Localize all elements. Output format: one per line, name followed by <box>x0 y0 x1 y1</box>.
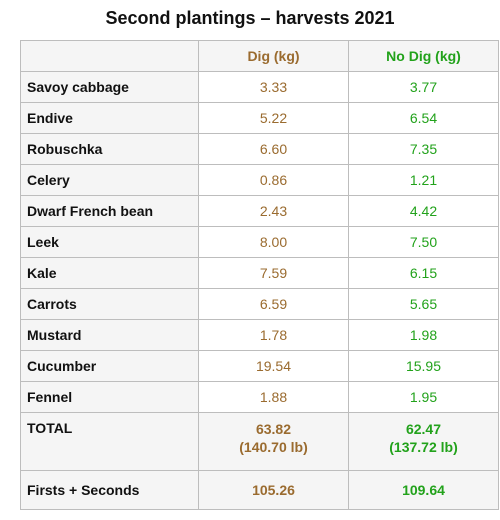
total-no-dig-lb: (137.72 lb) <box>389 439 458 455</box>
table-header-row: Dig (kg) No Dig (kg) <box>20 40 499 72</box>
dig-value: 8.00 <box>198 226 349 258</box>
table-row: Kale 7.59 6.15 <box>20 257 499 289</box>
no-dig-value: 1.98 <box>348 319 499 351</box>
dig-value: 1.78 <box>198 319 349 351</box>
no-dig-value: 1.21 <box>348 164 499 196</box>
table-row: Celery 0.86 1.21 <box>20 164 499 196</box>
crop-name: Kale <box>20 257 199 289</box>
total-dig: 63.82 (140.70 lb) <box>198 412 349 471</box>
total-dig-kg: 63.82 <box>255 421 292 437</box>
dig-value: 6.59 <box>198 288 349 320</box>
no-dig-value: 5.65 <box>348 288 499 320</box>
firsts-seconds-dig: 105.26 <box>198 470 349 510</box>
crop-name: Savoy cabbage <box>20 71 199 103</box>
no-dig-value: 4.42 <box>348 195 499 227</box>
dig-value: 7.59 <box>198 257 349 289</box>
no-dig-value: 6.54 <box>348 102 499 134</box>
dig-value: 19.54 <box>198 350 349 382</box>
crop-name: Cucumber <box>20 350 199 382</box>
table-row: Cucumber 19.54 15.95 <box>20 350 499 382</box>
harvest-table: Dig (kg) No Dig (kg) Savoy cabbage 3.33 … <box>20 40 499 510</box>
firsts-seconds-no-dig: 109.64 <box>348 470 499 510</box>
table-row: Endive 5.22 6.54 <box>20 102 499 134</box>
header-no-dig: No Dig (kg) <box>348 40 499 72</box>
dig-value: 2.43 <box>198 195 349 227</box>
no-dig-value: 15.95 <box>348 350 499 382</box>
no-dig-value: 1.95 <box>348 381 499 413</box>
crop-name: Fennel <box>20 381 199 413</box>
crop-name: Leek <box>20 226 199 258</box>
no-dig-value: 3.77 <box>348 71 499 103</box>
crop-name: Endive <box>20 102 199 134</box>
table-row: Carrots 6.59 5.65 <box>20 288 499 320</box>
dig-value: 6.60 <box>198 133 349 165</box>
table-row: Leek 8.00 7.50 <box>20 226 499 258</box>
crop-name: Dwarf French bean <box>20 195 199 227</box>
table-row: Savoy cabbage 3.33 3.77 <box>20 71 499 103</box>
total-row: TOTAL 63.82 (140.70 lb) 62.47 (137.72 lb… <box>20 412 499 471</box>
no-dig-value: 7.50 <box>348 226 499 258</box>
total-no-dig-kg: 62.47 <box>405 421 442 437</box>
table-row: Robuschka 6.60 7.35 <box>20 133 499 165</box>
no-dig-value: 6.15 <box>348 257 499 289</box>
firsts-seconds-label: Firsts + Seconds <box>20 470 199 510</box>
crop-name: Carrots <box>20 288 199 320</box>
total-dig-lb: (140.70 lb) <box>239 439 308 455</box>
total-label: TOTAL <box>20 412 199 471</box>
dig-value: 3.33 <box>198 71 349 103</box>
table-row: Fennel 1.88 1.95 <box>20 381 499 413</box>
dig-value: 0.86 <box>198 164 349 196</box>
table-row: Dwarf French bean 2.43 4.42 <box>20 195 499 227</box>
dig-value: 5.22 <box>198 102 349 134</box>
crop-name: Celery <box>20 164 199 196</box>
header-crop-cell <box>20 40 199 72</box>
page-title: Second plantings – harvests 2021 <box>105 8 395 28</box>
table-row: Mustard 1.78 1.98 <box>20 319 499 351</box>
total-no-dig: 62.47 (137.72 lb) <box>348 412 499 471</box>
crop-name: Mustard <box>20 319 199 351</box>
header-dig: Dig (kg) <box>198 40 349 72</box>
dig-value: 1.88 <box>198 381 349 413</box>
firsts-seconds-row: Firsts + Seconds 105.26 109.64 <box>20 470 499 510</box>
crop-name: Robuschka <box>20 133 199 165</box>
no-dig-value: 7.35 <box>348 133 499 165</box>
